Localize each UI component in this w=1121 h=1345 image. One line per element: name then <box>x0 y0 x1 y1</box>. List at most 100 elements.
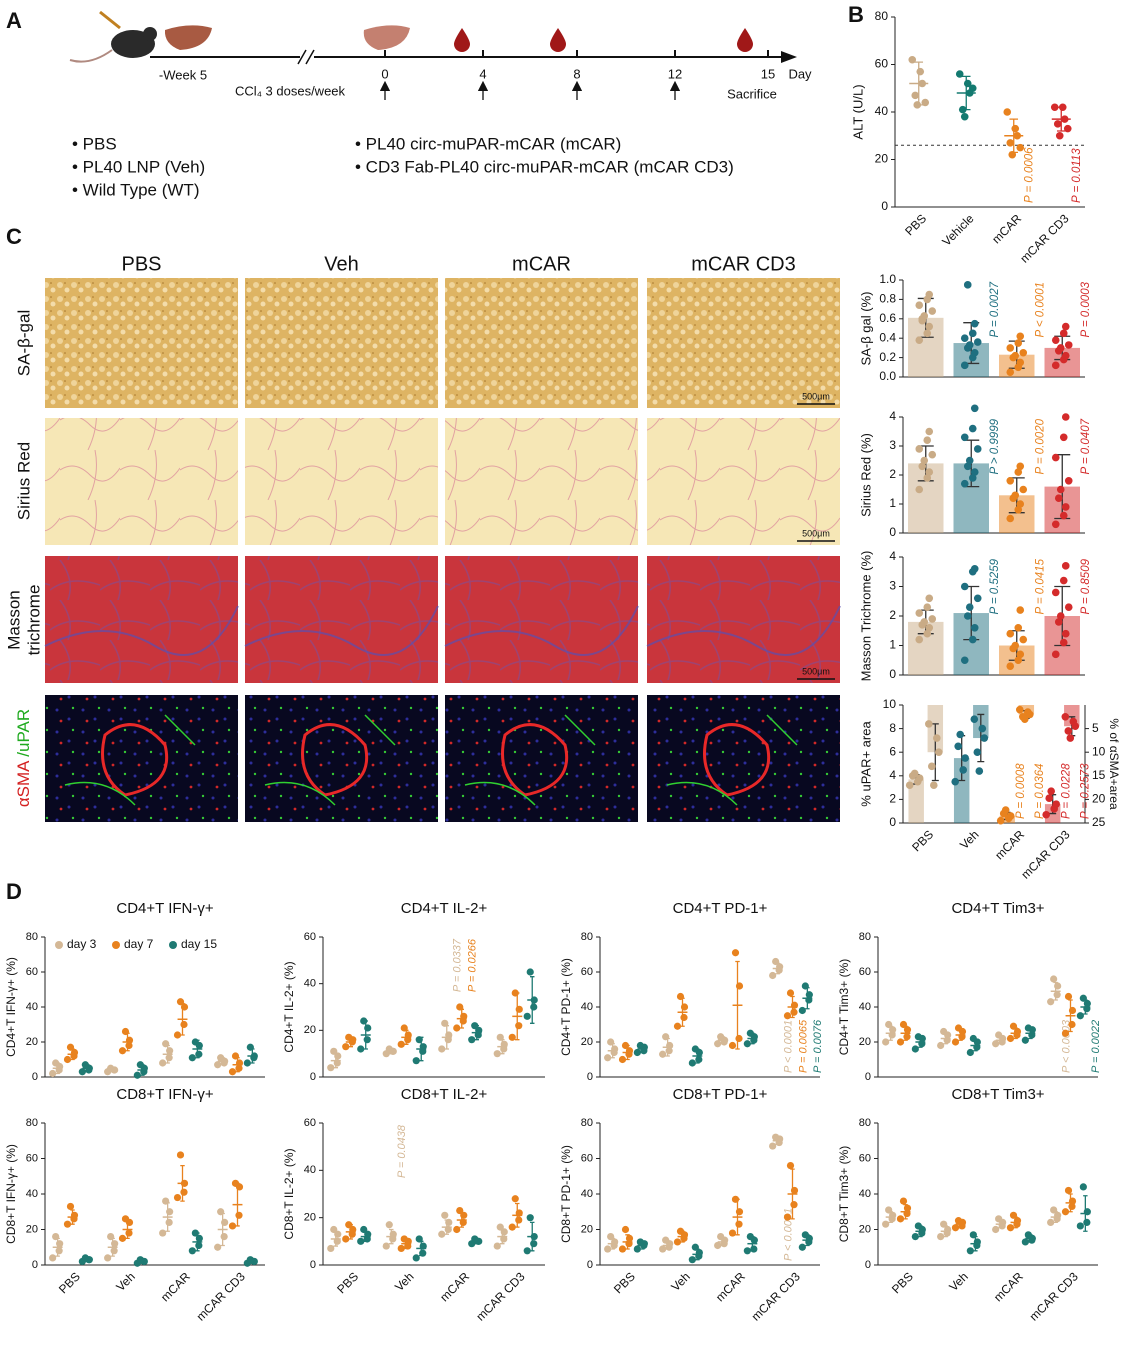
data-point <box>1001 806 1010 814</box>
data-point <box>220 1233 228 1241</box>
data-point <box>973 748 982 756</box>
data-point <box>1011 124 1020 133</box>
data-point <box>515 1216 523 1224</box>
data-point <box>56 1240 64 1248</box>
data-point <box>1016 358 1025 367</box>
x-tick-label: mCAR <box>437 1269 472 1304</box>
data-point <box>604 1054 612 1062</box>
p-value: P = 0.0020 <box>1035 418 1047 474</box>
data-point <box>523 1247 531 1255</box>
data-point <box>918 1040 926 1048</box>
y-tick-label: 60 <box>581 966 593 978</box>
y-tick-label: 0.6 <box>879 311 896 325</box>
data-point <box>915 301 924 310</box>
x-tick-label: PBS <box>334 1269 361 1296</box>
data-point <box>1011 351 1020 360</box>
p-value: P = 0.0008 <box>1015 763 1027 819</box>
histology-image <box>245 418 438 545</box>
data-point <box>456 1206 464 1215</box>
data-point <box>951 1038 960 1046</box>
mouse-icon <box>143 27 157 41</box>
data-point <box>786 989 795 997</box>
timeline-arrow <box>781 51 797 63</box>
data-point <box>188 1247 196 1255</box>
data-point <box>460 1211 468 1219</box>
x-tick-label: PBS <box>909 827 936 854</box>
data-point <box>385 1221 393 1229</box>
data-point <box>445 1218 453 1226</box>
data-point <box>951 777 959 786</box>
data-point <box>963 281 972 289</box>
data-point <box>1016 500 1025 508</box>
p-value: P = 0.0006 <box>1023 147 1035 203</box>
data-point <box>915 336 924 344</box>
data-point <box>923 474 932 482</box>
data-point <box>104 1254 112 1262</box>
p-value: P > 0.9999 <box>989 418 1001 474</box>
data-point <box>1083 1218 1091 1226</box>
data-point <box>958 105 967 114</box>
data-point <box>695 1055 703 1064</box>
column-header: mCAR CD3 <box>691 253 795 275</box>
data-point <box>166 1047 174 1055</box>
mouse-tail <box>69 49 113 63</box>
data-point <box>334 1052 342 1060</box>
data-point <box>235 1059 244 1067</box>
data-point <box>914 1033 922 1041</box>
timeline-day: 15 <box>761 66 775 81</box>
data-point <box>1006 662 1015 670</box>
data-point <box>1060 115 1069 123</box>
data-point <box>618 1055 627 1064</box>
data-point <box>1051 453 1060 462</box>
data-point <box>110 1247 118 1255</box>
data-point <box>49 1069 57 1078</box>
data-point <box>772 1133 780 1141</box>
histology-image <box>445 695 638 822</box>
data-point <box>397 1040 405 1048</box>
chart-title: CD8+T PD-1+ <box>673 1086 768 1103</box>
data-point <box>214 1243 222 1251</box>
data-point <box>783 1012 792 1020</box>
data-point <box>940 1027 948 1036</box>
legend-marker <box>169 941 177 949</box>
y-tick-label: 6 <box>889 744 896 758</box>
data-point <box>889 1026 897 1034</box>
data-point <box>956 730 964 739</box>
data-point <box>1054 982 1062 990</box>
data-point <box>1061 562 1070 570</box>
histology-image <box>245 556 438 683</box>
data-point <box>1006 1034 1015 1043</box>
data-point <box>925 720 933 728</box>
data-point <box>743 1040 751 1048</box>
data-point <box>49 1254 57 1262</box>
data-point <box>1068 1006 1077 1015</box>
y-tick-label: 20 <box>859 1036 871 1048</box>
y-tick-label: 80 <box>875 9 889 23</box>
data-point <box>1053 120 1062 128</box>
data-point <box>621 1041 630 1050</box>
data-point <box>636 1041 644 1050</box>
data-point <box>965 456 974 465</box>
data-point <box>412 1254 420 1262</box>
data-point <box>769 971 777 980</box>
error-bar <box>735 960 740 1050</box>
data-point <box>688 1059 696 1067</box>
y-tick-label: 0.2 <box>879 350 896 364</box>
data-point <box>214 1061 222 1069</box>
data-point <box>935 748 943 756</box>
data-point <box>1061 629 1070 638</box>
data-point <box>1061 713 1070 721</box>
data-point <box>790 1186 799 1195</box>
y-tick-label: 40 <box>26 1001 38 1013</box>
data-point <box>666 1041 674 1050</box>
data-point <box>246 1256 254 1264</box>
data-point <box>493 1242 501 1250</box>
y-axis-label: CD8+T Tim3+ (%) <box>837 1146 851 1242</box>
data-point <box>159 1059 167 1067</box>
data-point <box>1061 413 1070 421</box>
y-tick-label: 80 <box>581 1117 593 1129</box>
y-tick-label: 3 <box>889 579 896 593</box>
chart-title: CD4+T IL-2+ <box>401 900 488 917</box>
data-point <box>333 1059 341 1067</box>
data-point <box>162 1040 170 1048</box>
